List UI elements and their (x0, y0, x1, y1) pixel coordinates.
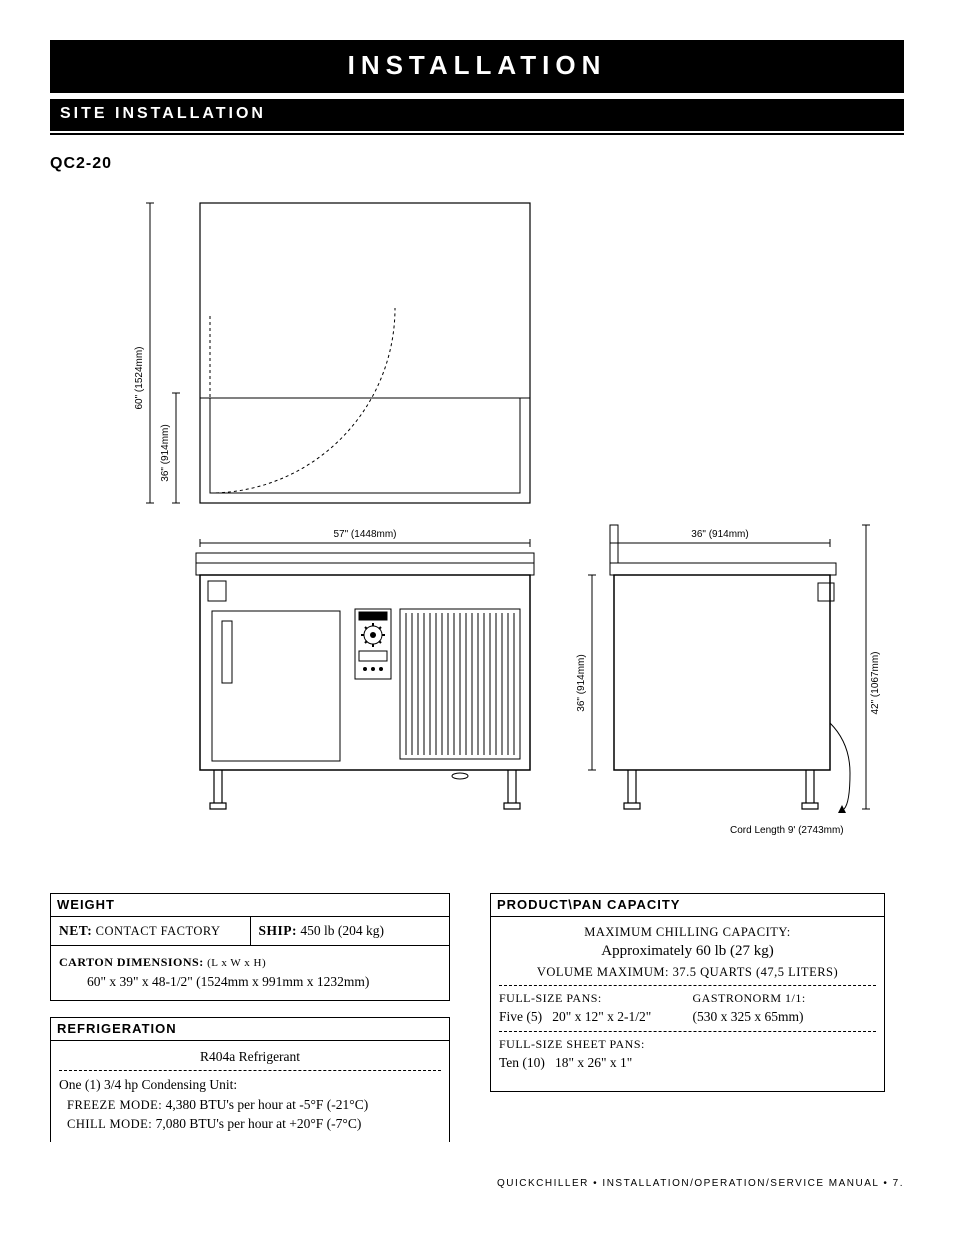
carton-note: (L x W x H) (207, 957, 266, 969)
dim-depth-36: 36" (914mm) (691, 529, 748, 540)
dim-36-plan: 36" (914mm) (160, 424, 171, 481)
dim-h42: 42" (1067mm) (870, 651, 881, 714)
chill-label: CHILL MODE: (67, 1117, 152, 1131)
sheet-value: Ten (10) 18" x 26" x 1" (499, 1053, 876, 1073)
vol-value: 37.5 QUARTS (47,5 LITERS) (673, 965, 839, 979)
carton-value: 60" x 39" x 48-1/2" (1524mm x 991mm x 12… (59, 972, 369, 992)
max-label: MAXIMUM CHILLING CAPACITY: (499, 923, 876, 941)
ship-label: SHIP: (259, 923, 298, 938)
model-number: QC2-20 (50, 155, 904, 173)
banner-main: INSTALLATION (50, 40, 904, 93)
dim-60: 60" (1524mm) (134, 346, 145, 409)
vol-label: VOLUME MAXIMUM: (537, 965, 669, 979)
condensing-unit: One (1) 3/4 hp Condensing Unit: (59, 1075, 441, 1095)
ship-value: 450 lb (204 kg) (300, 923, 384, 938)
dimension-diagram: 60" (1524mm) 36" (914mm) 57" (1448mm) (50, 193, 904, 863)
page-footer: QUICKCHILLER • INSTALLATION/OPERATION/SE… (50, 1178, 904, 1189)
dim-57: 57" (1448mm) (333, 529, 396, 540)
cord-label: Cord Length 9' (2743mm) (730, 825, 844, 836)
capacity-panel: PRODUCT\PAN CAPACITY MAXIMUM CHILLING CA… (490, 893, 885, 1092)
fullpan-label: FULL-SIZE PANS: (499, 990, 683, 1007)
sheet-label: FULL-SIZE SHEET PANS: (499, 1036, 876, 1053)
section-title: SITE INSTALLATION (60, 105, 894, 123)
divider (499, 985, 876, 986)
carton-label: CARTON DIMENSIONS: (59, 955, 204, 969)
page-title: INSTALLATION (50, 50, 904, 81)
max-value: Approximately 60 lb (27 kg) (499, 941, 876, 963)
info-section: WEIGHT NET: CONTACT FACTORY SHIP: 450 lb… (50, 893, 904, 1158)
divider (499, 1031, 876, 1032)
freeze-label: FREEZE MODE: (67, 1098, 162, 1112)
freeze-value: 4,380 BTU's per hour at -5°F (-21°C) (166, 1097, 369, 1112)
gastro-label: GASTRONORM 1/1: (693, 990, 877, 1007)
weight-panel: WEIGHT NET: CONTACT FACTORY SHIP: 450 lb… (50, 893, 450, 1001)
divider (59, 1070, 441, 1071)
capacity-header: PRODUCT\PAN CAPACITY (491, 894, 884, 917)
refrigeration-panel: REFRIGERATION R404a Refrigerant One (1) … (50, 1017, 450, 1142)
net-value: CONTACT FACTORY (96, 924, 221, 938)
refrigeration-header: REFRIGERATION (51, 1018, 449, 1041)
dim-h36: 36" (914mm) (576, 654, 587, 711)
banner-sub: SITE INSTALLATION (50, 99, 904, 131)
refrigerant: R404a Refrigerant (59, 1047, 441, 1067)
weight-header: WEIGHT (51, 894, 449, 917)
net-label: NET: (59, 923, 92, 938)
chill-value: 7,080 BTU's per hour at +20°F (-7°C) (156, 1116, 362, 1131)
gastro-value: (530 x 325 x 65mm) (693, 1007, 877, 1027)
fullpan-value: Five (5) 20" x 12" x 2-1/2" (499, 1007, 683, 1027)
